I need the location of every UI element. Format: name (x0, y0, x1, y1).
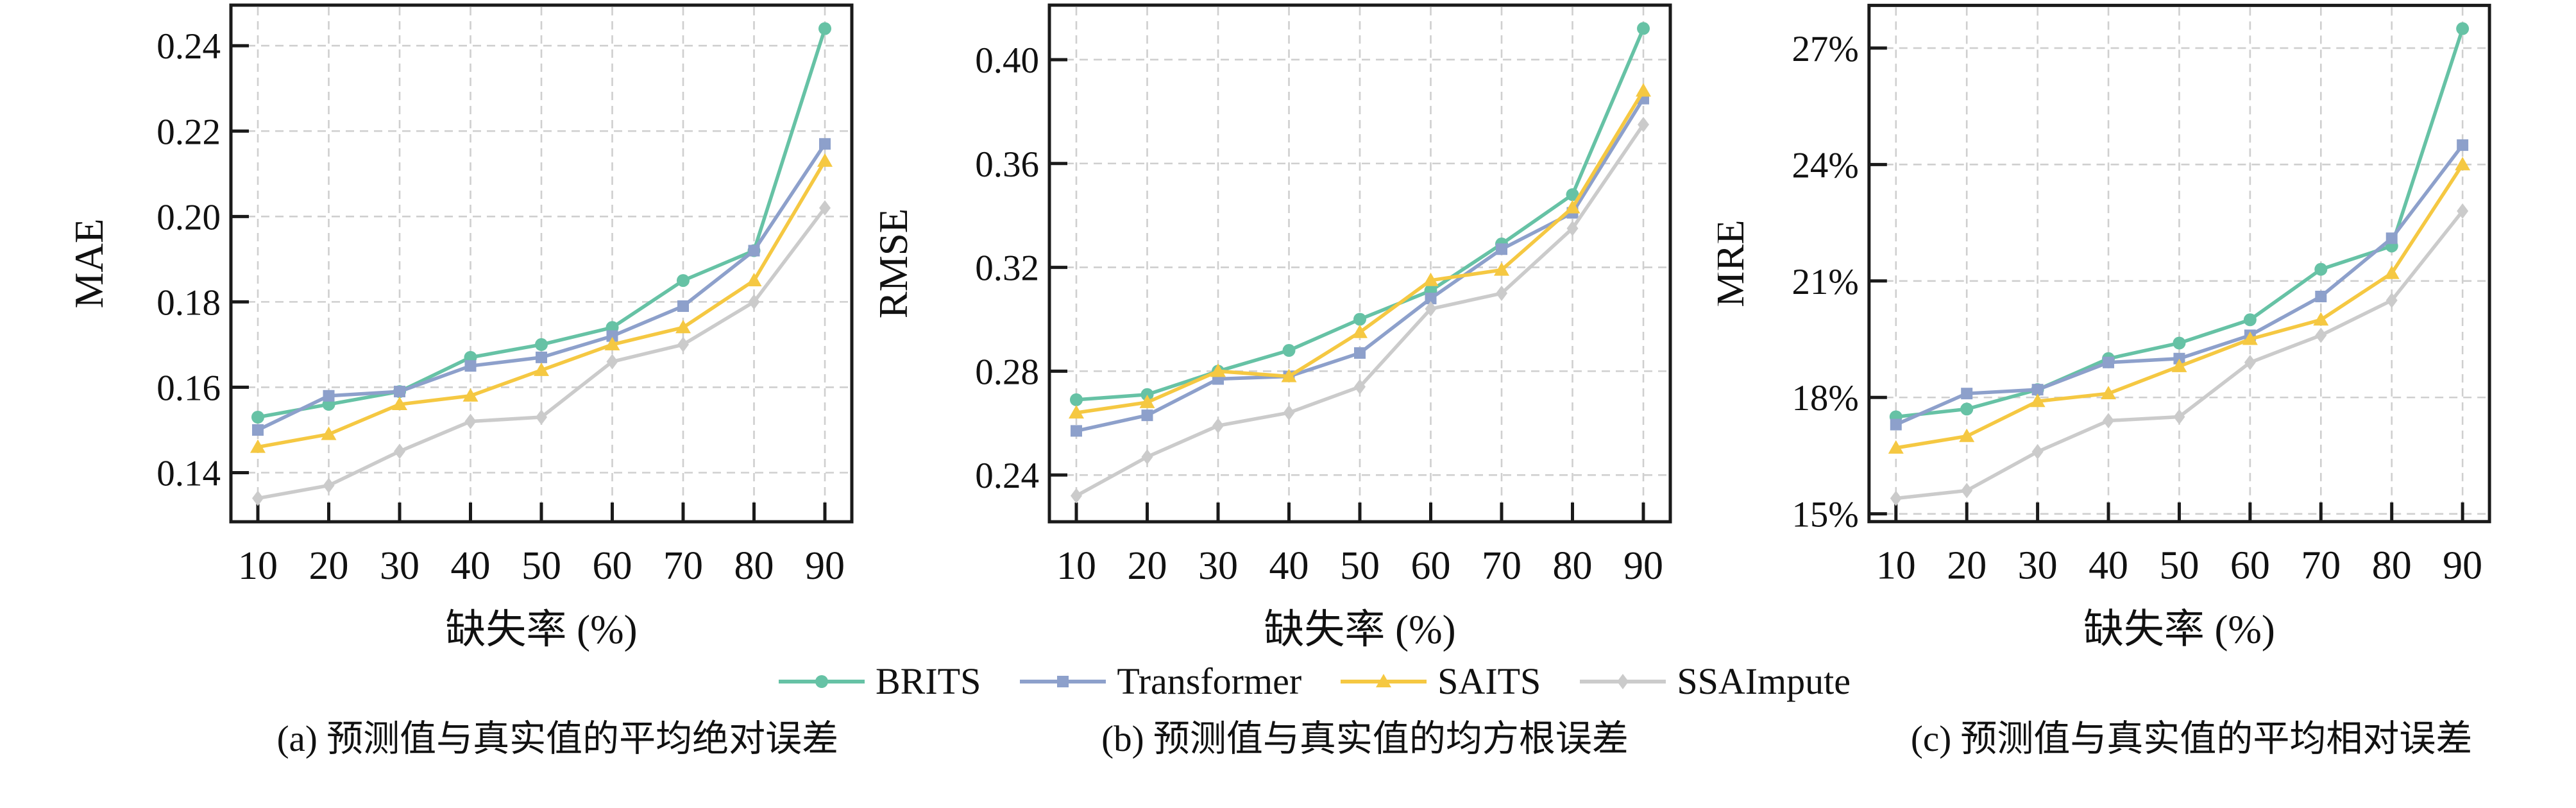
svg-text:15%: 15% (1792, 495, 1858, 535)
legend-item-ssaimpute: SSAImpute (1578, 663, 1851, 700)
svg-text:0.36: 0.36 (975, 144, 1039, 185)
svg-text:20: 20 (1127, 544, 1167, 588)
svg-text:50: 50 (1340, 544, 1380, 588)
svg-text:90: 90 (1623, 544, 1663, 588)
svg-text:50: 50 (2159, 544, 2199, 588)
svg-text:70: 70 (2301, 544, 2341, 588)
svg-text:缺失率 (%): 缺失率 (%) (2083, 607, 2275, 652)
svg-text:10: 10 (238, 544, 278, 588)
svg-text:90: 90 (2443, 544, 2482, 588)
svg-text:缺失率 (%): 缺失率 (%) (1264, 607, 1455, 652)
legend: BRITS Transformer SAITS SSAImpute (51, 652, 2576, 711)
svg-text:60: 60 (1411, 544, 1451, 588)
svg-text:40: 40 (450, 544, 490, 588)
svg-text:60: 60 (2230, 544, 2270, 588)
brits-line-circle-icon (777, 667, 867, 696)
mre-plot: 15% 18% 21% 24% 27% 10 20 30 40 50 60 70 80 90 MRE 缺失率 … (1718, 3, 2491, 652)
svg-text:27%: 27% (1792, 29, 1858, 69)
svg-text:60: 60 (593, 544, 632, 588)
mae-plot: 0.14 0.16 0.18 0.20 0.22 0.24 10 20 30 40 50 60 70 80… (67, 3, 854, 652)
svg-text:0.24: 0.24 (157, 26, 221, 67)
svg-text:20: 20 (1947, 544, 1987, 588)
svg-text:30: 30 (2018, 544, 2058, 588)
legend-label-ssaimpute: SSAImpute (1677, 660, 1851, 702)
legend-item-saits: SAITS (1339, 663, 1541, 700)
svg-text:缺失率 (%): 缺失率 (%) (445, 607, 637, 652)
svg-text:0.28: 0.28 (975, 352, 1039, 392)
legend-item-brits: BRITS (777, 663, 981, 700)
svg-text:18%: 18% (1792, 378, 1858, 418)
svg-text:0.24: 0.24 (975, 456, 1039, 496)
svg-text:40: 40 (2089, 544, 2128, 588)
svg-text:90: 90 (805, 544, 845, 588)
legend-label-brits: BRITS (875, 660, 981, 702)
svg-text:30: 30 (380, 544, 419, 588)
svg-text:0.16: 0.16 (157, 368, 221, 408)
ssaimpute-line-diamond-icon (1578, 667, 1668, 696)
svg-text:10: 10 (1876, 544, 1916, 588)
svg-text:50: 50 (521, 544, 561, 588)
saits-line-triangle-icon (1339, 667, 1428, 696)
svg-text:24%: 24% (1792, 145, 1858, 185)
legend-item-transformer: Transformer (1018, 663, 1301, 700)
svg-text:0.20: 0.20 (157, 197, 221, 237)
svg-text:80: 80 (734, 544, 774, 588)
legend-label-transformer: Transformer (1117, 660, 1302, 702)
caption-c: (c) 预测值与真实值的平均相对误差 (1910, 719, 2473, 759)
svg-text:70: 70 (663, 544, 703, 588)
captions-row: (a) 预测值与真实值的平均绝对误差 (b) 预测值与真实值的均方根误差 (c)… (0, 718, 2576, 761)
transformer-line-square-icon (1018, 667, 1108, 696)
caption-a: (a) 预测值与真实值的平均绝对误差 (276, 719, 839, 759)
svg-text:40: 40 (1269, 544, 1309, 588)
chart-rmse: 0.24 0.28 0.32 0.36 0.40 10 20 30 40 50 60 70 80 90 RM… (859, 0, 1718, 661)
svg-text:80: 80 (1553, 544, 1593, 588)
svg-text:0.32: 0.32 (975, 248, 1039, 289)
svg-text:10: 10 (1056, 544, 1096, 588)
svg-text:MAE: MAE (67, 219, 112, 309)
caption-b: (b) 预测值与真实值的均方根误差 (1101, 719, 1629, 759)
legend-label-saits: SAITS (1437, 660, 1541, 702)
svg-text:0.18: 0.18 (157, 282, 221, 323)
svg-text:MRE: MRE (1718, 219, 1752, 307)
charts-row: 0.14 0.16 0.18 0.20 0.22 0.24 10 20 30 40 50 60 70 80… (0, 0, 2576, 661)
svg-text:0.40: 0.40 (975, 40, 1039, 81)
svg-text:21%: 21% (1792, 262, 1858, 302)
svg-text:0.22: 0.22 (157, 112, 221, 152)
chart-mre: 15% 18% 21% 24% 27% 10 20 30 40 50 60 70 80 90 MRE 缺失率 … (1718, 0, 2576, 661)
svg-text:0.14: 0.14 (157, 453, 221, 494)
svg-text:RMSE: RMSE (871, 209, 916, 319)
svg-text:80: 80 (2372, 544, 2412, 588)
rmse-plot: 0.24 0.28 0.32 0.36 0.40 10 20 30 40 50 60 70 80 90 RM… (871, 3, 1672, 652)
svg-text:20: 20 (309, 544, 348, 588)
chart-mae: 0.14 0.16 0.18 0.20 0.22 0.24 10 20 30 40 50 60 70 80… (0, 0, 859, 661)
svg-text:70: 70 (1482, 544, 1521, 588)
svg-text:30: 30 (1198, 544, 1238, 588)
